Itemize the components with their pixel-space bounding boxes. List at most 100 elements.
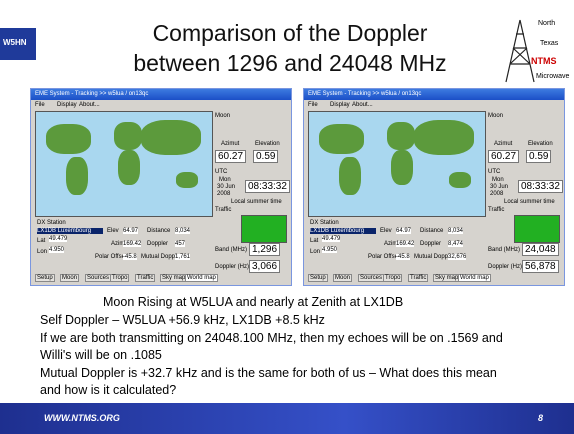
value-box: 60.27	[488, 150, 520, 163]
field-value: 64.97	[123, 228, 139, 234]
continent	[414, 120, 474, 155]
field-label: Distance	[420, 228, 444, 234]
tab: Tropo	[110, 274, 130, 282]
field-value: 49.479	[49, 236, 68, 242]
logo-word: North	[538, 20, 556, 27]
panel-label: UTC	[215, 169, 228, 175]
field-value: -45.8	[123, 254, 137, 260]
menu-item: About...	[79, 102, 100, 108]
continent	[114, 122, 142, 150]
logo-word: Texas	[540, 40, 559, 47]
date-line: Mon	[492, 177, 504, 183]
field-value: 64.97	[396, 228, 412, 234]
continent	[46, 124, 91, 154]
field-value: 457	[175, 241, 186, 247]
panel-label: Moon	[488, 113, 504, 119]
panel-label: Elevation	[528, 141, 553, 147]
traffic-box	[514, 215, 560, 243]
tab: World map	[185, 274, 218, 282]
field-label: Mutual Doppler	[141, 254, 182, 260]
title-bar	[304, 89, 564, 100]
field-label: Doppler	[420, 241, 442, 247]
menu-item: File	[35, 102, 45, 108]
value-box: 0.59	[526, 150, 552, 163]
panel-label: Moon	[215, 113, 231, 119]
title-bar	[31, 89, 291, 100]
value-box: 0.59	[253, 150, 279, 163]
field-label: Band (MHz)	[215, 247, 248, 253]
field-label: Band (MHz)	[488, 247, 521, 253]
field-value: -45.8	[396, 254, 410, 260]
field-label: Polar Offset	[368, 254, 400, 260]
logo-box	[0, 28, 36, 60]
panel-label: Traffic	[488, 207, 505, 213]
world-map	[308, 111, 486, 217]
value-box: 24,048	[522, 243, 559, 256]
value-box: 08:33:32	[518, 180, 563, 193]
field-value: 32,676	[448, 254, 467, 260]
tab: Moon	[333, 274, 353, 282]
field-label: Distance	[147, 228, 171, 234]
field-label: Polar Offset	[95, 254, 127, 260]
body-line: Willi's will be on .1085	[40, 348, 162, 362]
field-value: 4.950	[322, 247, 338, 253]
menu-item: File	[308, 102, 318, 108]
menu-item: About...	[352, 102, 373, 108]
menu-item: Display	[330, 102, 350, 108]
station-select: LX1DB Luxembourg	[37, 228, 103, 234]
field-value: 169.42	[396, 241, 415, 247]
date-line: 2008	[490, 191, 504, 197]
tab: Traffic	[135, 274, 156, 282]
logo-word: NTMS	[531, 56, 557, 66]
window-title: EME System - Tracking >> w5lua / on13qc	[308, 91, 422, 97]
continent	[387, 122, 415, 150]
field-value: 8,034	[175, 228, 191, 234]
traffic-box	[241, 215, 287, 243]
date-line: 2008	[217, 191, 231, 197]
field-value: 4.950	[49, 247, 65, 253]
continent	[176, 172, 198, 188]
panel-label: DX Station	[37, 220, 66, 226]
panel-label: Elevation	[255, 141, 280, 147]
date-line: 30 Jun	[217, 184, 236, 190]
panel-label: Local summer time	[231, 199, 282, 205]
field-label: Elev	[380, 228, 392, 234]
footer-url: WWW.NTMS.ORG	[44, 413, 120, 423]
tab: World map	[458, 274, 491, 282]
title-line: Comparison of the Doppler	[152, 20, 428, 46]
field-label: Lon	[37, 249, 48, 255]
tab: Sources	[85, 274, 112, 282]
app-window: EME System - Tracking >> w5lua / on13qc F…	[303, 88, 565, 286]
value-box: 1,296	[249, 243, 281, 256]
tab: Sources	[358, 274, 385, 282]
field-label: Azim	[111, 241, 125, 247]
panel-label: UTC	[488, 169, 501, 175]
field-value: 49.479	[322, 236, 341, 242]
station-select: LX1DB Luxembourg	[310, 228, 376, 234]
field-label: Doppler	[147, 241, 169, 247]
tab: Traffic	[408, 274, 429, 282]
world-map	[35, 111, 213, 217]
body-line: If we are both transmitting on 24048.100…	[40, 331, 503, 345]
tab: Moon	[60, 274, 80, 282]
body-line: and how is it calculated?	[40, 383, 177, 397]
tower-icon	[505, 19, 535, 83]
value-box: 60.27	[215, 150, 247, 163]
window-title: EME System - Tracking >> w5lua / on13qc	[35, 91, 149, 97]
tab: Setup	[308, 274, 328, 282]
tab: Setup	[35, 274, 55, 282]
panel-label: Local summer time	[504, 199, 555, 205]
logo-word: Microwave	[536, 73, 570, 80]
value-box: 56,878	[522, 260, 559, 273]
tab: Sky map	[160, 274, 188, 282]
date-line: 30 Jun	[490, 184, 509, 190]
date-line: Mon	[219, 177, 231, 183]
field-label: Doppler (Hz)	[215, 264, 250, 270]
field-value: 8,034	[448, 228, 464, 234]
field-label: Elev	[107, 228, 119, 234]
tab: Sky map	[433, 274, 461, 282]
field-value: 8,474	[448, 241, 464, 247]
title-line: between 1296 and 24048 MHz	[133, 50, 447, 76]
continent	[66, 157, 88, 195]
